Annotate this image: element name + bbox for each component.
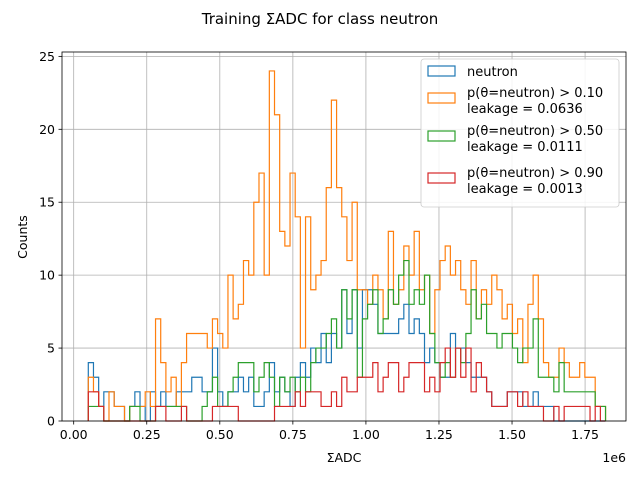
x-tick-label: 0.25 (133, 427, 161, 442)
legend-label-3: p(θ=neutron) > 0.90 (467, 166, 603, 181)
y-ticks: 0 5 10 15 20 25 (39, 49, 62, 429)
legend-swatch-0 (427, 65, 456, 77)
legend-swatch-2 (427, 130, 456, 142)
chart-title: Training ΣADC for class neutron (201, 10, 439, 28)
series-group (87, 70, 607, 422)
y-tick-label: 20 (39, 122, 55, 137)
legend-swatch-1 (427, 92, 456, 104)
series-3-step (87, 347, 606, 422)
legend-label-1: p(θ=neutron) > 0.10 (467, 86, 603, 101)
x-tick-label: 0.75 (279, 427, 307, 442)
x-ticks: 0.00 0.25 0.50 0.75 1.00 1.25 1.50 1.75 (60, 421, 599, 442)
axes-frame (61, 51, 627, 422)
x-tick-label: 1.25 (425, 427, 453, 442)
x-tick-label: 1.75 (571, 427, 599, 442)
y-axis-label: Counts (15, 215, 30, 259)
x-tick-label: 1.50 (498, 427, 526, 442)
legend-swatch-3 (427, 172, 456, 184)
legend-sublabel-3: leakage = 0.0013 (467, 182, 583, 197)
legend-box (420, 58, 620, 208)
y-tick-label: 10 (39, 268, 55, 283)
series-1-step (87, 70, 607, 422)
x-offset-text: 1e6 (602, 450, 626, 465)
y-tick-label: 15 (39, 195, 55, 210)
legend-sublabel-2: leakage = 0.0111 (467, 140, 583, 155)
y-tick-label: 25 (39, 49, 55, 64)
y-tick-label: 5 (47, 341, 55, 356)
legend-label-2: p(θ=neutron) > 0.50 (467, 124, 603, 139)
x-tick-label: 0.50 (206, 427, 234, 442)
y-tick-label: 0 (47, 414, 55, 429)
x-tick-label: 0.00 (60, 427, 88, 442)
x-axis-label: ΣADC (327, 450, 362, 465)
legend-label-0: neutron (467, 65, 518, 80)
x-tick-label: 1.00 (352, 427, 380, 442)
legend-sublabel-1: leakage = 0.0636 (467, 102, 583, 117)
